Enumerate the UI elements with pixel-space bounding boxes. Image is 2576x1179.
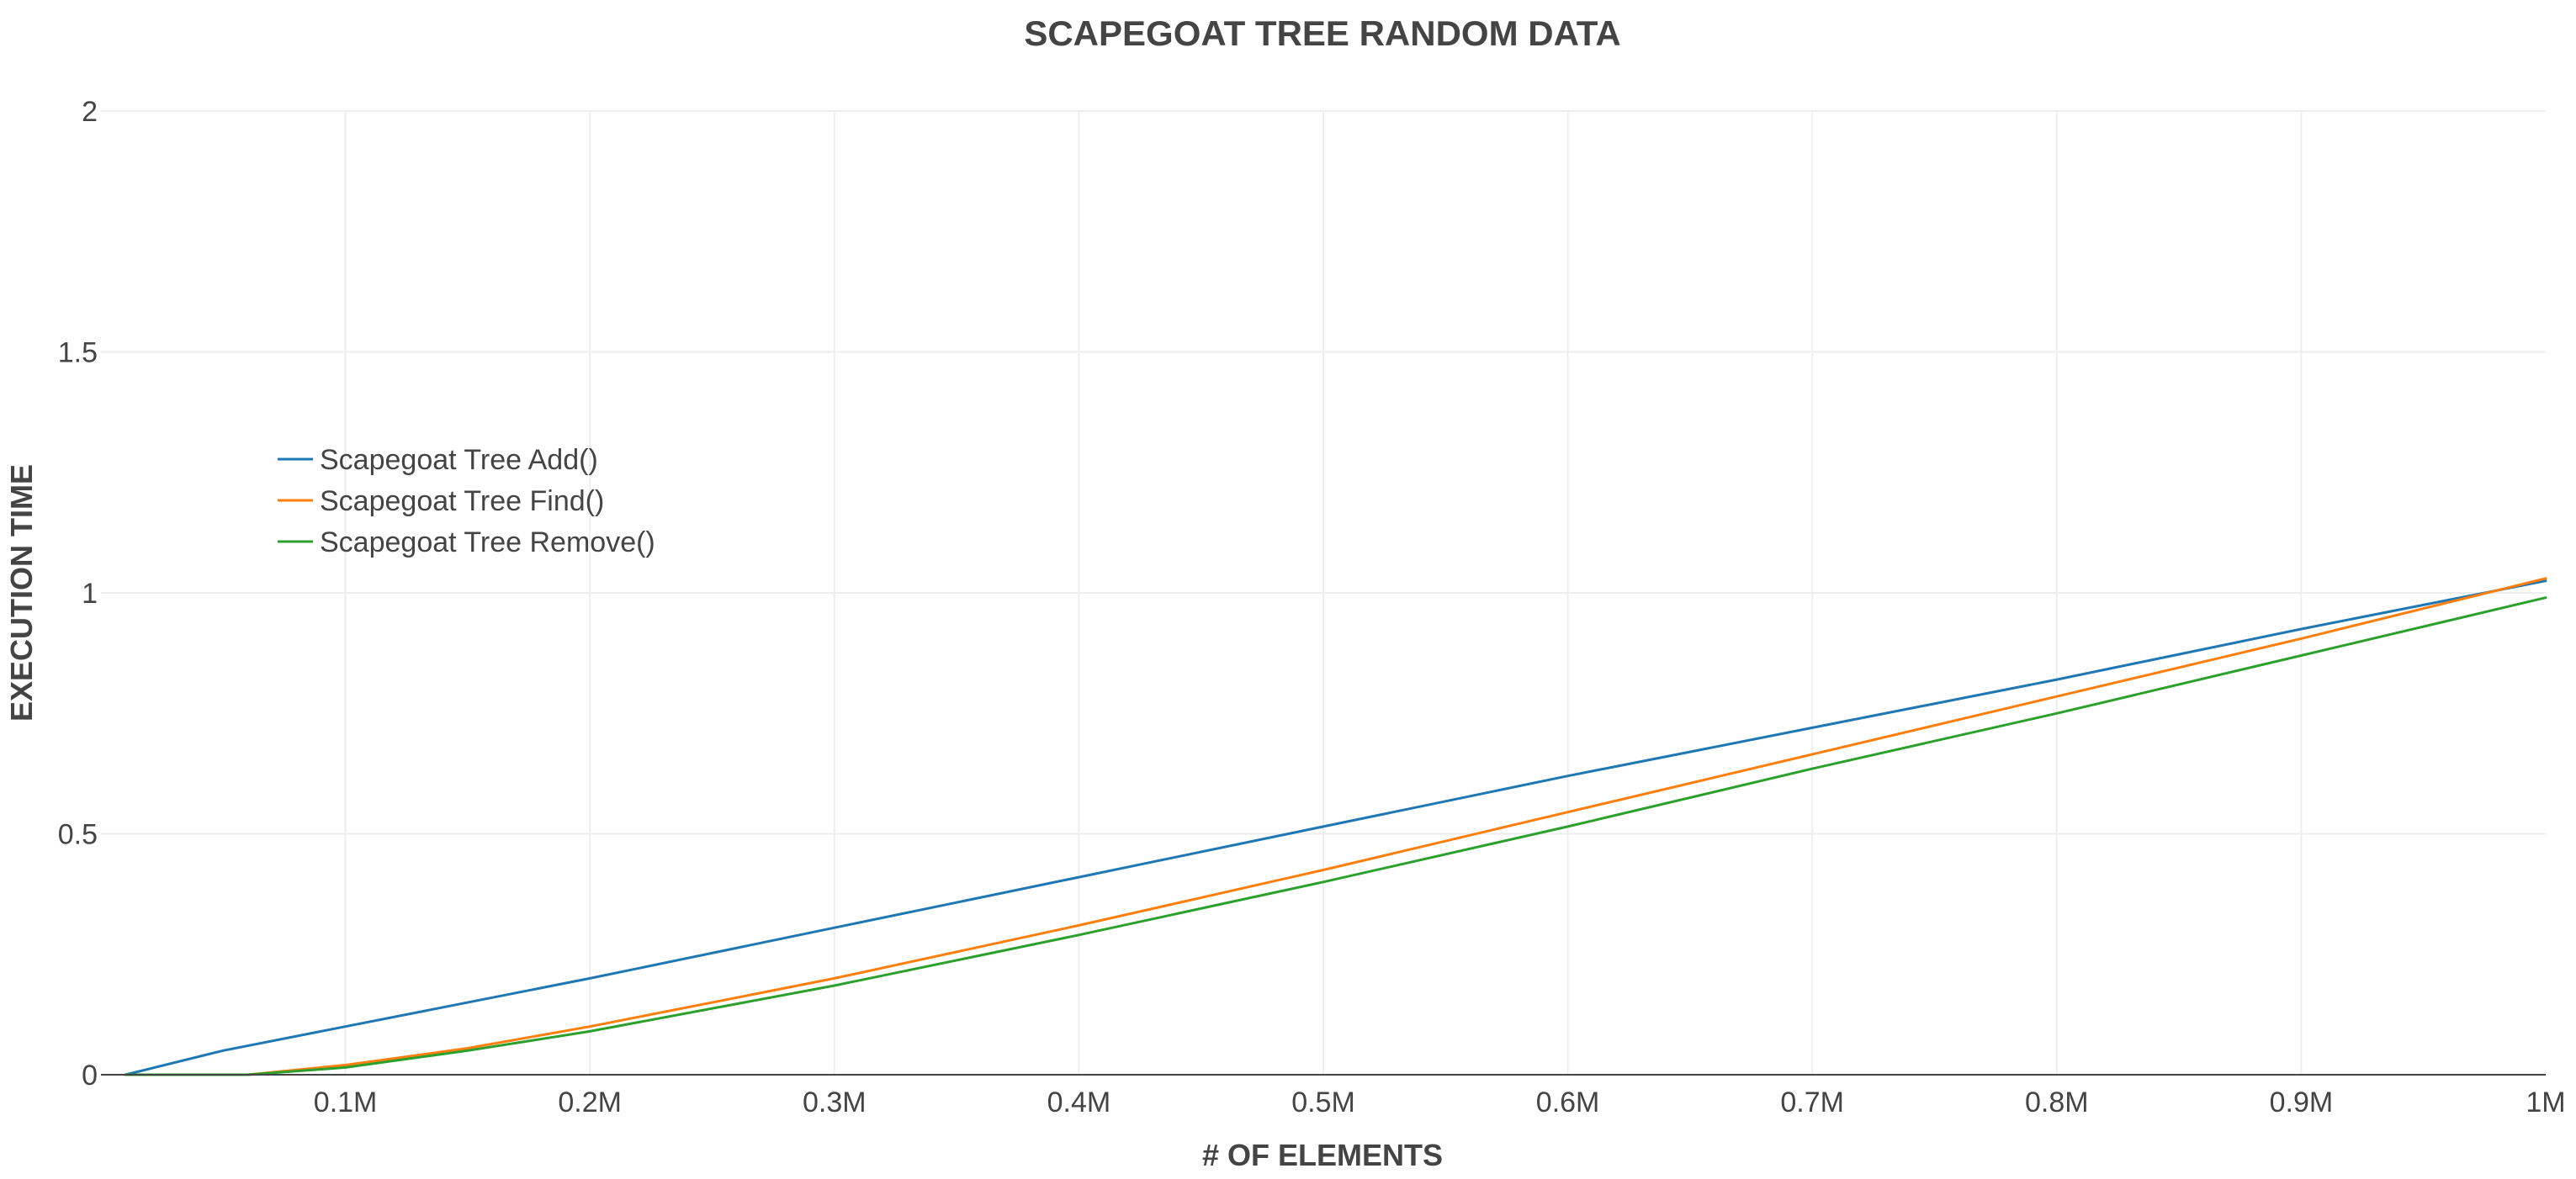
series-line-1 [124, 579, 2547, 1076]
x-tick-label: 0.8M [2025, 1086, 2089, 1118]
y-tick-label: 1.5 [58, 337, 98, 369]
chart-title: SCAPEGOAT TREE RANDOM DATA [1024, 13, 1620, 53]
x-axis-title: # OF ELEMENTS [1202, 1138, 1443, 1172]
legend-label: Scapegoat Tree Find() [320, 485, 604, 517]
legend-label: Scapegoat Tree Add() [320, 444, 598, 476]
series-line-2 [124, 577, 2547, 1076]
x-tick-label: 0.5M [1291, 1086, 1355, 1118]
y-axis-title: EXECUTION TIME [4, 464, 39, 722]
legend: Scapegoat Tree Add() Scapegoat Tree Find(… [278, 444, 655, 558]
x-tick-label: 0.1M [314, 1086, 378, 1118]
x-tick-label: 0.9M [2270, 1086, 2334, 1118]
series-lines [124, 577, 2547, 1076]
x-tick-label: 1M [2526, 1086, 2565, 1118]
y-tick-label: 0 [82, 1060, 98, 1092]
x-tick-label: 0.7M [1780, 1086, 1844, 1118]
x-tick-label: 0.4M [1047, 1086, 1111, 1118]
legend-label: Scapegoat Tree Remove() [320, 526, 655, 558]
axes: 0.1M 0.2M 0.3M 0.4M 0.5M 0.6M 0.7M 0.8M 0.9M 1M 0 0… [58, 96, 2566, 1118]
y-tick-label: 1 [82, 578, 98, 610]
series-line-3 [124, 596, 2547, 1076]
x-tick-label: 0.2M [558, 1086, 622, 1118]
y-tick-label: 2 [82, 96, 98, 128]
grid [101, 110, 2546, 1075]
y-tick-label: 0.5 [58, 819, 98, 851]
x-tick-label: 0.3M [803, 1086, 867, 1118]
x-tick-label: 0.6M [1536, 1086, 1600, 1118]
